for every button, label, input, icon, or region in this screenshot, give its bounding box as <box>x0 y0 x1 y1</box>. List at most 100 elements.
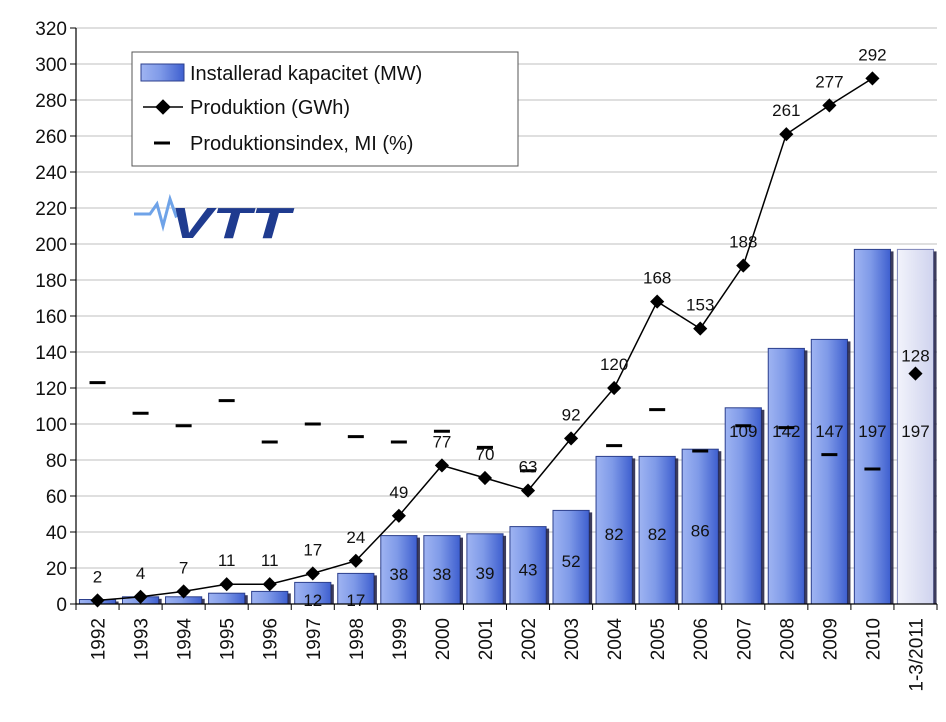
y-tick-label: 200 <box>35 235 67 256</box>
production-point <box>348 553 363 568</box>
x-tick-label: 2000 <box>433 618 454 660</box>
x-tick-label: 1995 <box>218 618 239 660</box>
x-tick-label: 2005 <box>648 618 669 660</box>
capacity-bar <box>552 509 590 605</box>
y-tick-label: 0 <box>56 595 67 616</box>
production-point <box>736 258 751 273</box>
legend-label-index: Produktionsindex, MI (%) <box>190 133 413 155</box>
bar-shadow <box>373 575 377 604</box>
x-tick-label: 2002 <box>519 618 540 660</box>
logo-text: VTT <box>170 199 294 248</box>
y-tick-label: 60 <box>46 487 67 508</box>
bar-shadow <box>503 535 507 604</box>
production-point <box>477 470 493 486</box>
production-value-label: 70 <box>476 445 495 464</box>
production-value-label: 277 <box>815 72 843 91</box>
y-tick-label: 300 <box>35 55 67 76</box>
bar-shadow <box>460 537 464 604</box>
x-tick-label: 2007 <box>734 618 755 660</box>
production-point <box>564 431 579 446</box>
production-value-label: 168 <box>643 269 671 288</box>
bar-shadow <box>201 598 205 604</box>
production-value-label: 7 <box>179 558 188 577</box>
production-point <box>219 577 234 592</box>
production-point <box>391 508 406 523</box>
production-value-label: 11 <box>218 551 236 570</box>
bar-shadow <box>115 601 119 604</box>
capacity-value-label: 147 <box>815 422 843 441</box>
legend-label-production: Produktion (GWh) <box>190 97 350 119</box>
bar-shadow <box>675 458 679 604</box>
capacity-bar <box>767 347 805 605</box>
bar-shadow <box>761 409 765 604</box>
x-tick-label: 2010 <box>863 618 884 660</box>
x-tick-label: 2009 <box>820 618 841 660</box>
bar-shadow <box>416 537 420 604</box>
bar-shadow <box>933 251 937 604</box>
capacity-bar <box>595 455 633 605</box>
y-tick-label: 120 <box>35 379 67 400</box>
y-tick-label: 20 <box>46 559 67 580</box>
bar-shadow <box>546 528 550 604</box>
x-tick-label: 2008 <box>777 618 798 660</box>
capacity-value-label: 82 <box>648 525 667 544</box>
production-value-label: 261 <box>772 101 800 120</box>
capacity-value-label: 86 <box>691 522 710 541</box>
legend-bar-swatch <box>140 63 185 82</box>
legend-label-capacity: Installerad kapacitet (MW) <box>190 63 422 85</box>
production-value-label: 49 <box>389 483 408 502</box>
production-point <box>779 127 794 142</box>
production-value-label: 77 <box>432 432 451 451</box>
y-tick-label: 160 <box>35 307 67 328</box>
production-point <box>908 366 923 381</box>
y-tick-label: 180 <box>35 271 67 292</box>
capacity-value-label: 38 <box>432 565 451 584</box>
bar-shadow <box>890 251 894 604</box>
production-point <box>607 380 622 396</box>
vtt-logo: VTT <box>134 193 294 248</box>
production-point <box>865 71 880 86</box>
production-value-label: 11 <box>261 551 279 570</box>
bar-shadow <box>287 593 291 604</box>
x-tick-label: 1999 <box>390 618 411 660</box>
capacity-bar <box>810 338 848 605</box>
capacity-bar <box>466 533 504 605</box>
y-tick-label: 40 <box>46 523 67 544</box>
y-axis-ticks: 0 20 40 60 80 100 120 140 160 180 200 220 240 260 280 3… <box>35 19 76 616</box>
production-point <box>176 584 191 599</box>
bar-shadow <box>589 512 593 604</box>
index-dashes <box>89 381 881 473</box>
capacity-value-label: 82 <box>605 525 624 544</box>
x-tick-label: 1993 <box>132 618 153 660</box>
production-value-label: 63 <box>519 458 538 477</box>
x-tick-label: 2006 <box>691 618 712 660</box>
capacity-bar <box>380 535 418 605</box>
y-tick-label: 240 <box>35 163 67 184</box>
bar-shadow <box>244 595 248 604</box>
capacity-value-label: 38 <box>389 565 408 584</box>
capacity-value-label: 52 <box>562 552 581 571</box>
capacity-bar <box>208 592 246 605</box>
x-axis-ticks: 1992 1993 1994 1995 1996 1997 1998 1999 2000 2001… <box>75 604 938 692</box>
x-tick-label: 1996 <box>261 618 282 660</box>
capacity-value-label: 197 <box>901 422 929 441</box>
bar-shadow <box>632 458 636 604</box>
bar-shadow <box>330 584 334 604</box>
legend: Installerad kapacitet (MW) Produktion (G… <box>131 51 519 167</box>
y-tick-label: 280 <box>35 91 67 112</box>
production-value-label: 292 <box>858 45 886 64</box>
production-point <box>262 577 277 592</box>
production-value-label: 2 <box>93 567 102 586</box>
x-tick-label: 1997 <box>304 618 325 660</box>
y-tick-label: 220 <box>35 199 67 220</box>
bar-shadow <box>718 451 722 604</box>
bar-shadow <box>804 350 808 604</box>
production-point <box>133 589 148 604</box>
x-tick-label: 1992 <box>89 618 110 660</box>
capacity-value-label: 12 <box>303 591 322 610</box>
capacity-value-label: 39 <box>476 564 495 583</box>
bar-shadow <box>158 598 162 604</box>
capacity-bar <box>853 248 892 605</box>
